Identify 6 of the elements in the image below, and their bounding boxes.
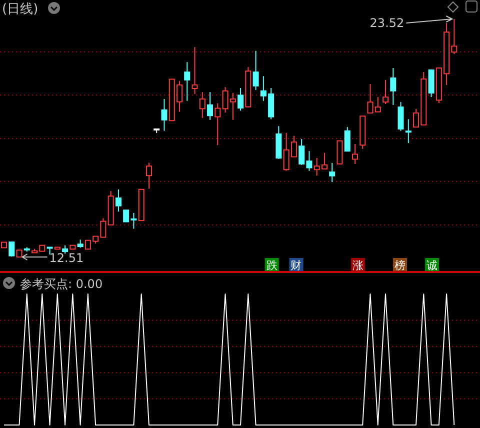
chart-title: 参考买点: 0.00 [20,277,103,291]
annotation: 23.52 [370,16,404,30]
annotation: 12.51 [49,251,84,265]
chart-title: (日线) [2,2,38,17]
annotation-low: 12.51 [21,251,84,265]
annotation-high: 23.52 [370,16,454,30]
